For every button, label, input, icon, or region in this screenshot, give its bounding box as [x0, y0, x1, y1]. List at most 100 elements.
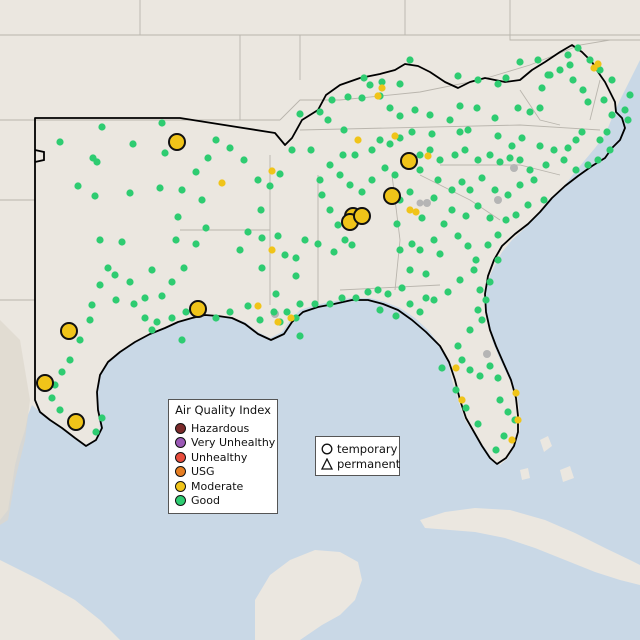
good-monitor-marker[interactable]: [338, 294, 346, 302]
good-monitor-marker[interactable]: [476, 286, 484, 294]
temporary-monitor-marker[interactable]: [383, 187, 401, 205]
good-monitor-marker[interactable]: [352, 294, 360, 302]
good-monitor-marker[interactable]: [351, 151, 359, 159]
good-monitor-marker[interactable]: [579, 86, 587, 94]
good-monitor-marker[interactable]: [126, 189, 134, 197]
good-monitor-marker[interactable]: [474, 202, 482, 210]
good-monitor-marker[interactable]: [426, 146, 434, 154]
good-monitor-marker[interactable]: [396, 80, 404, 88]
good-monitor-marker[interactable]: [148, 266, 156, 274]
moderate-monitor-marker[interactable]: [590, 64, 598, 72]
good-monitor-marker[interactable]: [451, 151, 459, 159]
good-monitor-marker[interactable]: [364, 288, 372, 296]
good-monitor-marker[interactable]: [292, 272, 300, 280]
good-monitor-marker[interactable]: [466, 366, 474, 374]
good-monitor-marker[interactable]: [430, 296, 438, 304]
good-monitor-marker[interactable]: [244, 302, 252, 310]
good-monitor-marker[interactable]: [572, 166, 580, 174]
good-monitor-marker[interactable]: [596, 136, 604, 144]
good-monitor-marker[interactable]: [118, 238, 126, 246]
moderate-monitor-marker[interactable]: [452, 364, 460, 372]
good-monitor-marker[interactable]: [496, 396, 504, 404]
good-monitor-marker[interactable]: [272, 290, 280, 298]
good-monitor-marker[interactable]: [474, 156, 482, 164]
good-monitor-marker[interactable]: [466, 186, 474, 194]
good-monitor-marker[interactable]: [444, 288, 452, 296]
good-monitor-marker[interactable]: [360, 74, 368, 82]
good-monitor-marker[interactable]: [454, 232, 462, 240]
good-monitor-marker[interactable]: [112, 296, 120, 304]
good-monitor-marker[interactable]: [58, 368, 66, 376]
good-monitor-marker[interactable]: [386, 140, 394, 148]
good-monitor-marker[interactable]: [464, 242, 472, 250]
good-monitor-marker[interactable]: [569, 76, 577, 84]
good-monitor-marker[interactable]: [496, 158, 504, 166]
good-monitor-marker[interactable]: [473, 104, 481, 112]
good-monitor-marker[interactable]: [550, 146, 558, 154]
good-monitor-marker[interactable]: [504, 191, 512, 199]
good-monitor-marker[interactable]: [494, 231, 502, 239]
good-monitor-marker[interactable]: [461, 146, 469, 154]
good-monitor-marker[interactable]: [621, 106, 629, 114]
good-monitor-marker[interactable]: [111, 271, 119, 279]
good-monitor-marker[interactable]: [148, 326, 156, 334]
good-monitor-marker[interactable]: [494, 374, 502, 382]
good-monitor-marker[interactable]: [156, 184, 164, 192]
good-monitor-marker[interactable]: [448, 186, 456, 194]
good-monitor-marker[interactable]: [508, 142, 516, 150]
good-monitor-marker[interactable]: [180, 264, 188, 272]
temporary-monitor-markers[interactable]: [36, 133, 418, 431]
good-monitor-marker[interactable]: [600, 96, 608, 104]
good-monitor-marker[interactable]: [418, 214, 426, 222]
good-monitor-marker[interactable]: [456, 276, 464, 284]
temporary-monitor-marker[interactable]: [353, 207, 371, 225]
good-monitor-marker[interactable]: [341, 236, 349, 244]
good-monitor-marker[interactable]: [524, 201, 532, 209]
good-monitor-marker[interactable]: [586, 56, 594, 64]
moderate-monitor-markers[interactable]: [218, 60, 602, 444]
good-monitor-marker[interactable]: [161, 149, 169, 157]
good-monitor-marker[interactable]: [408, 128, 416, 136]
good-monitor-marker[interactable]: [494, 132, 502, 140]
good-monitor-marker[interactable]: [491, 186, 499, 194]
good-monitor-marker[interactable]: [141, 294, 149, 302]
moderate-monitor-marker[interactable]: [406, 206, 414, 214]
good-monitor-marker[interactable]: [192, 240, 200, 248]
good-monitor-marker[interactable]: [436, 250, 444, 258]
good-monitor-marker[interactable]: [274, 232, 282, 240]
good-monitor-marker[interactable]: [292, 314, 300, 322]
good-monitor-marker[interactable]: [514, 104, 522, 112]
good-monitor-marker[interactable]: [422, 294, 430, 302]
moderate-monitor-marker[interactable]: [274, 318, 282, 326]
good-monitor-marker[interactable]: [192, 168, 200, 176]
good-monitor-marker[interactable]: [398, 284, 406, 292]
good-monitor-marker[interactable]: [240, 156, 248, 164]
good-monitor-marker[interactable]: [466, 326, 474, 334]
good-monitor-marker[interactable]: [130, 300, 138, 308]
good-monitor-marker[interactable]: [556, 66, 564, 74]
good-monitor-marker[interactable]: [346, 181, 354, 189]
moderate-monitor-marker[interactable]: [512, 389, 520, 397]
good-monitor-marker[interactable]: [438, 364, 446, 372]
good-monitor-marker[interactable]: [384, 290, 392, 298]
good-monitor-marker[interactable]: [358, 94, 366, 102]
good-monitor-marker[interactable]: [374, 286, 382, 294]
good-monitor-marker[interactable]: [408, 240, 416, 248]
good-monitor-marker[interactable]: [174, 213, 182, 221]
good-monitor-marker[interactable]: [288, 146, 296, 154]
good-monitor-marker[interactable]: [358, 188, 366, 196]
good-monitor-marker[interactable]: [452, 386, 460, 394]
good-monitor-marker[interactable]: [574, 44, 582, 52]
temporary-monitor-marker[interactable]: [36, 374, 54, 392]
good-monitor-marker[interactable]: [416, 166, 424, 174]
good-monitor-marker[interactable]: [296, 300, 304, 308]
good-monitor-marker[interactable]: [606, 146, 614, 154]
good-monitor-marker[interactable]: [178, 336, 186, 344]
good-monitor-marker[interactable]: [344, 93, 352, 101]
good-monitor-marker[interactable]: [406, 56, 414, 64]
good-monitor-marker[interactable]: [126, 278, 134, 286]
good-monitor-marker[interactable]: [416, 246, 424, 254]
good-monitor-marker[interactable]: [334, 221, 342, 229]
good-monitor-marker[interactable]: [584, 161, 592, 169]
